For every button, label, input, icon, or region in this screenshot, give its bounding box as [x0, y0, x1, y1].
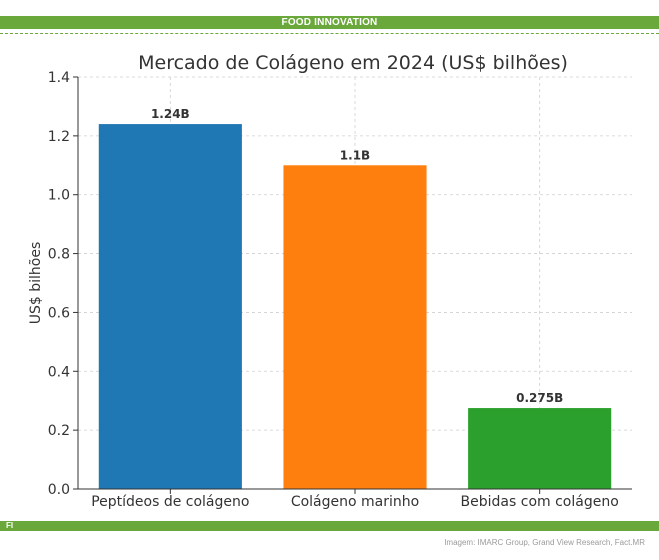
- y-tick-label: 0.4: [48, 364, 70, 380]
- labels: 0.0 0.2 0.4 0.6 0.8 1.0 1.2 1.4 Peptídeos de col…: [48, 70, 619, 510]
- x-tick-label: Peptídeos de colágeno: [91, 494, 249, 510]
- data-label: 1.1B: [340, 148, 370, 162]
- brand-banner: FOOD INNOVATION: [0, 16, 659, 29]
- footer-band: FI: [0, 521, 659, 531]
- y-axis-label: US$ bilhões: [28, 242, 44, 325]
- chart-title: Mercado de Colágeno em 2024 (US$ bilhões…: [138, 52, 568, 74]
- y-tick-label: 0.0: [48, 482, 70, 498]
- bar: [283, 165, 427, 490]
- bar: [468, 408, 612, 489]
- bar: [98, 124, 242, 489]
- x-tick-label: Colágeno marinho: [291, 494, 419, 510]
- y-tick-label: 0.8: [48, 247, 70, 263]
- bars: [98, 124, 612, 490]
- header-divider: [0, 33, 659, 34]
- y-tick-label: 1.4: [48, 70, 70, 86]
- y-tick-label: 1.0: [48, 188, 70, 204]
- y-tick-label: 1.2: [48, 129, 70, 145]
- image-source-caption: Imagem: IMARC Group, Grand View Research…: [444, 538, 645, 547]
- y-tick-label: 0.2: [48, 423, 70, 439]
- data-label: 1.24B: [151, 107, 190, 121]
- y-tick-label: 0.6: [48, 305, 70, 321]
- x-tick-label: Bebidas com colágeno: [461, 494, 619, 510]
- bar-chart: Mercado de Colágeno em 2024 (US$ bilhões…: [28, 52, 632, 510]
- axes: [73, 76, 632, 494]
- data-label: 0.275B: [516, 391, 563, 405]
